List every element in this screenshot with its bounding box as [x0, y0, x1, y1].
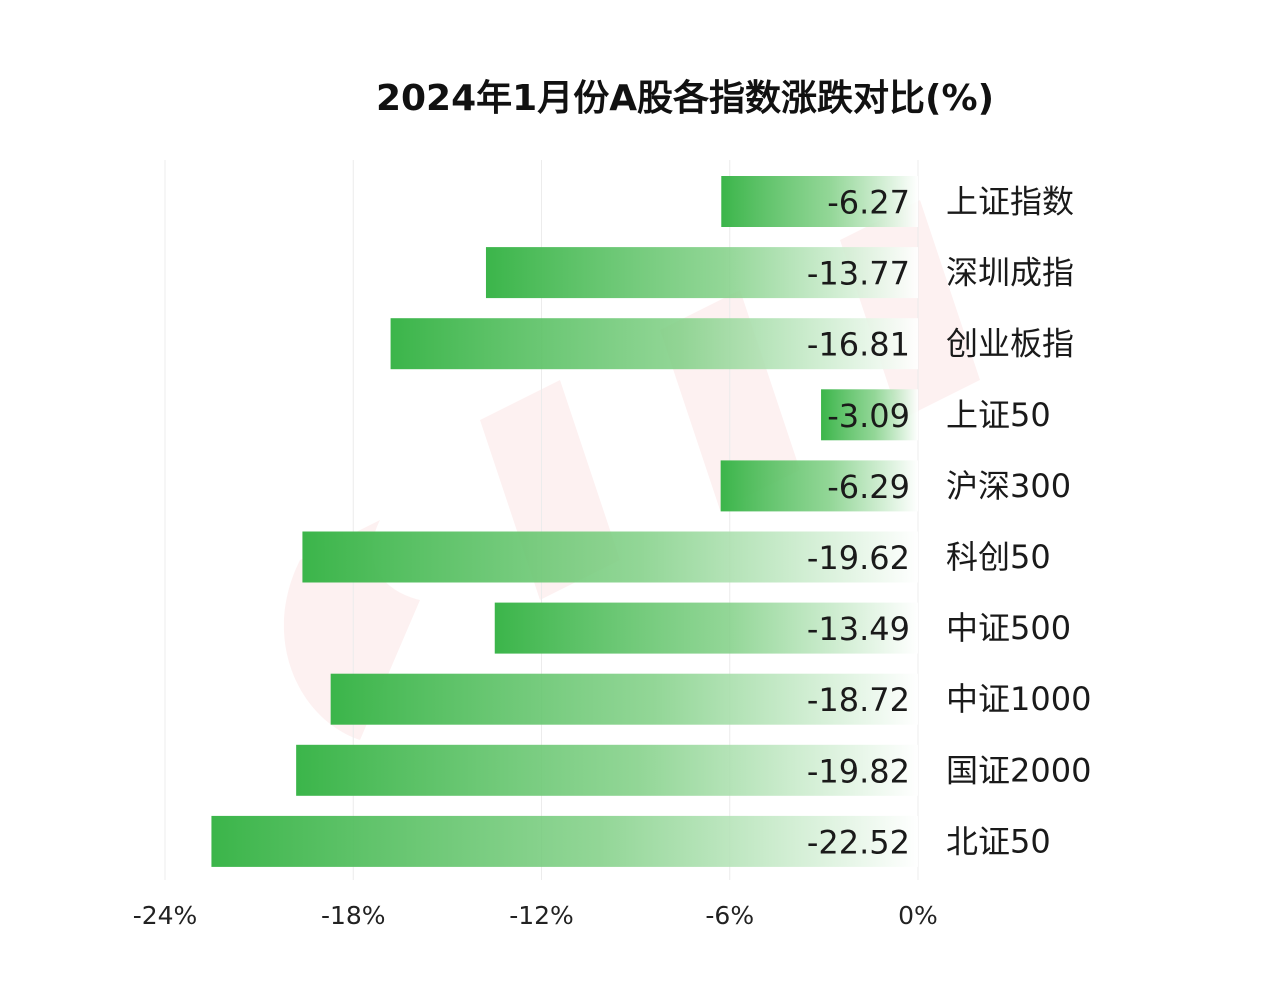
- chart-title: 2024年1月份A股各指数涨跌对比(%): [376, 78, 994, 119]
- category-label: 中证1000: [946, 680, 1091, 718]
- data-label: -13.49: [807, 610, 910, 648]
- category-label: 上证50: [946, 396, 1051, 434]
- category-label: 创业板指: [946, 325, 1074, 363]
- bar: [494, 602, 918, 654]
- x-tick-label: -24%: [133, 901, 198, 930]
- bar: [211, 815, 918, 867]
- category-label: 深圳成指: [946, 254, 1074, 292]
- bar: [296, 744, 919, 796]
- data-label: -6.27: [827, 184, 910, 222]
- data-label: -6.29: [827, 468, 910, 506]
- bar: [390, 318, 918, 370]
- bar: [485, 247, 918, 299]
- value-labels: -6.27 -13.77 -16.81 -3.09 -6.29 -19.62 -13.49 -…: [807, 184, 910, 862]
- category-label: 中证500: [946, 609, 1071, 647]
- bar: [302, 531, 918, 583]
- bars: [211, 176, 919, 867]
- category-label: 科创50: [946, 538, 1051, 576]
- x-tick-label: -18%: [321, 901, 386, 930]
- bar: [821, 389, 918, 441]
- category-label: 沪深300: [946, 467, 1071, 505]
- data-label: -22.52: [807, 823, 910, 861]
- category-label: 北证50: [946, 822, 1051, 860]
- x-tick-label: -12%: [509, 901, 574, 930]
- data-label: -19.62: [807, 539, 910, 577]
- bar: [721, 176, 918, 227]
- data-label: -19.82: [807, 752, 910, 790]
- data-label: -13.77: [807, 255, 910, 293]
- bar: [330, 673, 918, 725]
- data-label: -16.81: [807, 326, 910, 364]
- category-label: 上证指数: [946, 183, 1074, 221]
- x-tick-label: 0%: [898, 901, 938, 930]
- x-axis-ticks: -24% -18% -12% -6% 0%: [133, 901, 938, 930]
- data-label: -3.09: [827, 397, 910, 435]
- bar: [720, 460, 918, 512]
- category-label: 国证2000: [946, 751, 1091, 789]
- data-label: -18.72: [807, 681, 910, 719]
- x-tick-label: -6%: [705, 901, 754, 930]
